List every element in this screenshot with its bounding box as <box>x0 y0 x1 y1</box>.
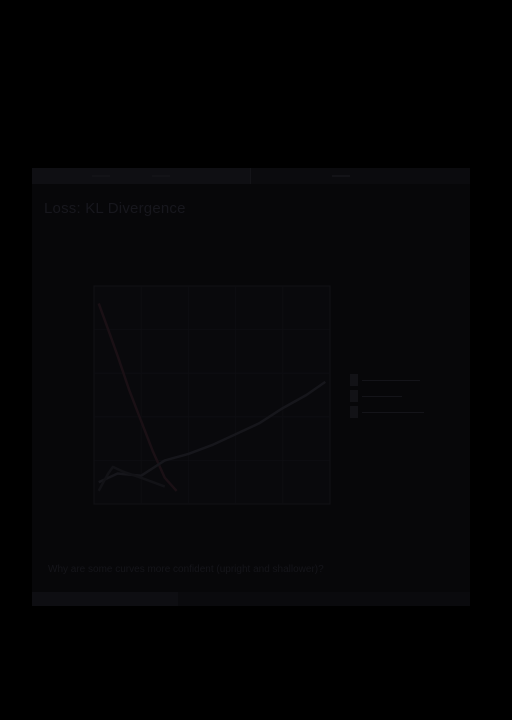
legend-swatch <box>350 406 358 418</box>
series-line-3 <box>97 465 166 492</box>
footer-left-text <box>32 592 178 606</box>
legend-swatch <box>350 374 358 386</box>
slide-footer <box>32 592 470 606</box>
legend-swatch <box>350 390 358 402</box>
legend-entry <box>362 396 402 397</box>
slide-top-bar <box>32 168 470 184</box>
topbar-tick <box>92 175 110 177</box>
topbar-tick <box>152 175 170 177</box>
presentation-slide: Loss: KL Divergence Why are some curves … <box>32 168 470 606</box>
loss-curve-chart <box>93 285 331 505</box>
chart-legend <box>350 374 424 420</box>
slide-progress-bar <box>32 168 251 184</box>
legend-entry <box>362 380 420 381</box>
legend-entry <box>362 412 424 413</box>
series-line-1 <box>97 302 178 492</box>
plot-area <box>93 285 331 505</box>
slide-title: Loss: KL Divergence <box>44 200 186 217</box>
topbar-tick <box>332 175 350 177</box>
slide-question-text: Why are some curves more confident (upri… <box>48 564 324 575</box>
